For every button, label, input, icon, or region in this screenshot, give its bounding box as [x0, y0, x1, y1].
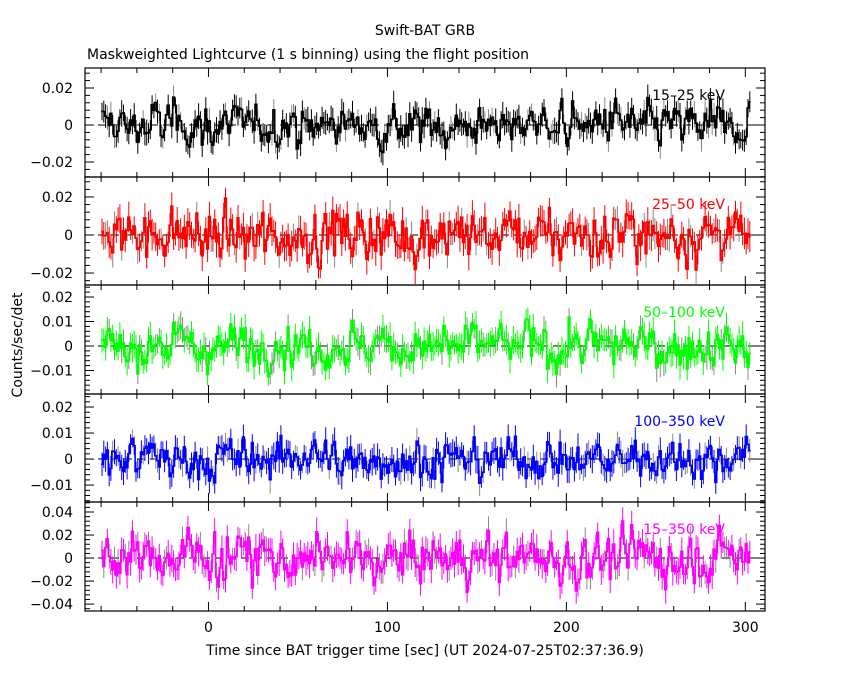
x-tick-label: 100 [374, 620, 401, 636]
y-tick-label: 0.02 [42, 400, 73, 416]
y-tick-label: −0.02 [30, 574, 73, 590]
panel-15-25-kev: −0.02 0 0.02 15–25 keV [30, 67, 766, 178]
lightcurve-line [101, 434, 751, 484]
y-axis-label: Counts/sec/det [10, 292, 26, 397]
lightcurve-line [101, 96, 751, 154]
y-tick-label: 0.02 [42, 190, 73, 206]
panel-50-100-kev: −0.01 0 0.01 0.02 50–100 keV [30, 284, 766, 395]
y-tick-label: 0.02 [42, 528, 73, 544]
panel-frame [84, 284, 766, 395]
y-tick-label: 0 [64, 339, 73, 355]
band-label: 15–350 keV [643, 522, 725, 538]
panel-15-350-kev: −0.04 −0.02 0 0.02 0.04 15–350 keV [30, 501, 766, 613]
y-tick-label: 0 [64, 551, 73, 567]
panel-25-50-kev: −0.02 0 0.02 25–50 keV [30, 176, 766, 286]
y-tick-label: −0.01 [30, 363, 73, 379]
band-label: 50–100 keV [643, 305, 725, 321]
lightcurve-line [101, 520, 751, 594]
y-tick-label: 0.04 [42, 505, 73, 521]
lightcurve-line [101, 197, 751, 271]
chart-subtitle: Maskweighted Lightcurve (1 s binning) us… [87, 47, 529, 63]
x-axis-label: Time since BAT trigger time [sec] (UT 20… [205, 643, 644, 659]
y-tick-label: −0.02 [30, 155, 73, 171]
x-tick-label: 200 [553, 620, 580, 636]
panel-frame [84, 501, 766, 612]
y-tick-label: −0.01 [30, 478, 73, 494]
y-tick-label: 0.01 [42, 426, 73, 442]
x-tick-label: 0 [204, 620, 213, 636]
error-bars [101, 424, 747, 494]
panel-100-350-kev: −0.01 0 0.01 0.02 100–350 keV [30, 393, 766, 503]
panel-frame [84, 393, 766, 503]
y-tick-label: 0.01 [42, 314, 73, 330]
chart-title: Swift-BAT GRB [375, 23, 475, 39]
lightcurve-line [101, 316, 751, 378]
y-tick-label: 0 [64, 118, 73, 134]
y-tick-label: 0.02 [42, 81, 73, 97]
y-tick-label: 0.02 [42, 290, 73, 306]
band-label: 15–25 keV [652, 88, 725, 104]
band-label: 100–350 keV [634, 414, 725, 430]
x-tick-label: 300 [732, 620, 759, 636]
y-tick-label: 0 [64, 452, 73, 468]
y-tick-label: 0 [64, 228, 73, 244]
band-label: 25–50 keV [652, 197, 725, 213]
y-tick-label: −0.02 [30, 266, 73, 282]
y-tick-label: −0.04 [30, 597, 73, 613]
